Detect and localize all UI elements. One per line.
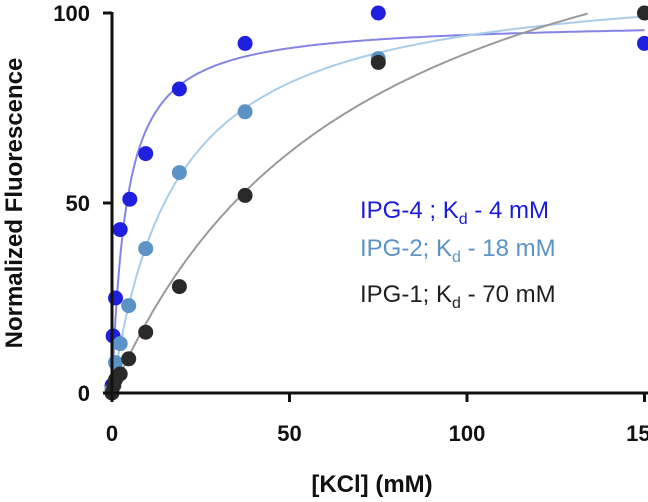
point-ipg-4-6	[171, 81, 187, 97]
y-tick-label: 0	[78, 381, 90, 406]
axes	[103, 11, 648, 402]
point-ipg-1-9	[637, 5, 648, 21]
point-ipg-2-5	[171, 165, 187, 181]
point-ipg-4-5	[138, 146, 154, 162]
legend-entry-ipg-4: IPG-4 ; Kd - 4 mM	[360, 197, 549, 228]
x-tick-label: 0	[106, 421, 118, 446]
point-ipg-1-7	[237, 187, 253, 203]
legend-subscript: d	[459, 211, 468, 228]
point-ipg-1-4	[121, 351, 137, 367]
legend-entry-ipg-2: IPG-2; Kd - 18 mM	[360, 235, 556, 266]
x-axis-label: [KCl] (mM)	[311, 471, 432, 498]
y-tick-label: 100	[53, 1, 90, 26]
fit-curve-ipg-1	[111, 12, 588, 394]
point-ipg-1-5	[138, 324, 154, 340]
point-ipg-2-2	[112, 336, 128, 352]
point-ipg-4-4	[122, 191, 138, 207]
point-ipg-2-6	[237, 104, 253, 120]
y-tick-label: 50	[66, 191, 90, 216]
legend-text-value: - 18 mM	[461, 235, 556, 262]
legend-text-main: IPG-1; K	[360, 281, 452, 308]
point-ipg-2-4	[138, 241, 154, 257]
tick-labels: 0 50 100 150 0 50 100	[53, 1, 648, 446]
fit-curve-ipg-4	[111, 29, 645, 394]
x-tick-label: 100	[449, 421, 486, 446]
point-ipg-1-6	[171, 279, 187, 295]
point-ipg-2-3	[121, 298, 137, 314]
x-tick-label: 150	[626, 421, 648, 446]
point-ipg-1-8	[370, 54, 386, 70]
data-points	[104, 5, 648, 401]
legend-text-value: - 4 mM	[468, 197, 549, 224]
point-ipg-4-3	[112, 222, 128, 238]
x-tick-label: 50	[277, 421, 301, 446]
legend-text-value: - 70 mM	[461, 281, 556, 308]
point-ipg-4-9	[637, 35, 648, 51]
legend-text-main: IPG-4 ; K	[360, 197, 459, 224]
point-ipg-4-2	[108, 290, 123, 306]
legend-text-main: IPG-2; K	[360, 235, 452, 262]
legend-subscript: d	[452, 249, 461, 266]
y-axis-label: Normalized Fluorescence	[1, 58, 28, 349]
legend-subscript: d	[452, 295, 461, 312]
point-ipg-4-8	[370, 5, 386, 21]
point-ipg-1-3	[112, 366, 128, 382]
legend-entry-ipg-1: IPG-1; Kd - 70 mM	[360, 281, 556, 312]
point-ipg-4-7	[237, 35, 253, 51]
